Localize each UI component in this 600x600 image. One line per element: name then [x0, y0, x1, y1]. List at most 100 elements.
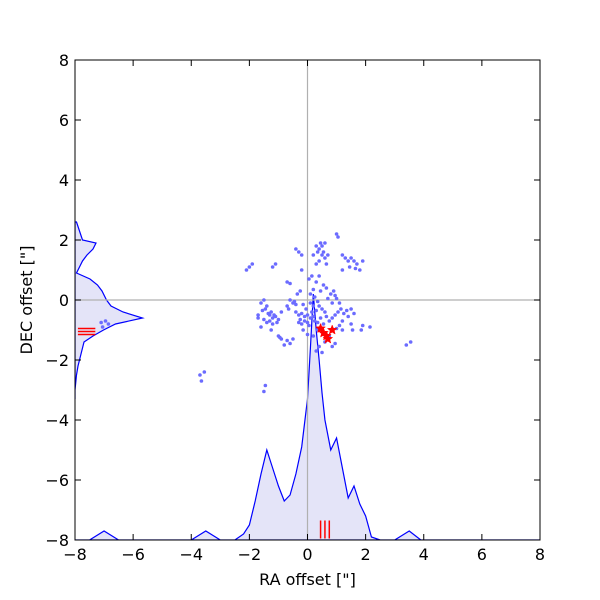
x-tick-label: 8: [535, 545, 545, 564]
data-point: [315, 320, 320, 325]
x-tick-label: 4: [419, 545, 429, 564]
data-point: [265, 320, 269, 325]
data-point: [296, 320, 301, 325]
data-point: [298, 289, 303, 293]
data-point: [347, 265, 352, 269]
data-point: [106, 322, 111, 326]
data-point: [288, 281, 292, 286]
y-tick-label: 8: [59, 51, 69, 70]
data-point: [279, 310, 284, 314]
origin-crosshair: [75, 60, 540, 540]
data-point: [247, 265, 252, 269]
y-tick-label: −6: [45, 471, 69, 490]
data-point: [100, 325, 105, 329]
x-tick-label: −2: [238, 545, 262, 564]
data-point: [302, 314, 307, 319]
data-point: [308, 301, 313, 305]
data-point: [314, 349, 319, 353]
data-point: [349, 256, 353, 260]
data-point: [314, 262, 319, 266]
x-tick-label: −8: [63, 545, 87, 564]
data-point: [355, 262, 359, 266]
data-point: [305, 313, 310, 317]
data-point: [202, 370, 207, 374]
star-point: [322, 333, 334, 344]
data-point: [296, 313, 301, 317]
data-point: [296, 250, 301, 254]
data-point: [327, 319, 332, 323]
data-point: [99, 320, 103, 325]
data-point: [326, 253, 330, 257]
data-point: [317, 259, 321, 263]
y-tick-label: −2: [45, 351, 69, 370]
data-point: [301, 302, 305, 307]
y-tick-label: −4: [45, 411, 69, 430]
data-point: [343, 256, 348, 260]
data-point: [295, 292, 300, 296]
data-point: [340, 268, 345, 272]
data-point: [299, 322, 304, 326]
data-point: [259, 301, 263, 305]
data-point: [260, 308, 265, 313]
data-point: [294, 310, 298, 314]
data-point: [368, 325, 372, 329]
x-tick-label: 0: [302, 545, 312, 564]
data-point: [312, 295, 317, 299]
data-point: [269, 328, 273, 332]
data-point: [269, 310, 273, 314]
data-point: [276, 317, 281, 322]
axis-ticks: [74, 59, 541, 541]
data-point: [318, 316, 323, 320]
data-point: [273, 262, 278, 266]
data-point: [299, 311, 304, 316]
data-point: [285, 280, 289, 284]
data-point: [352, 259, 356, 263]
data-point: [198, 373, 202, 377]
data-point: [315, 299, 320, 304]
data-point: [272, 313, 276, 317]
data-point: [349, 322, 353, 326]
data-point: [310, 274, 314, 278]
data-point: [270, 265, 275, 269]
x-tick-label: 2: [361, 545, 371, 564]
data-point: [320, 244, 324, 248]
data-point: [263, 383, 268, 388]
data-point: [320, 253, 324, 257]
data-point: [299, 268, 304, 272]
data-point: [340, 328, 345, 332]
data-point: [262, 298, 266, 302]
data-point: [304, 307, 308, 311]
data-point: [265, 304, 269, 308]
star-point: [315, 322, 326, 334]
data-point: [349, 307, 353, 311]
data-point: [294, 247, 298, 251]
data-point: [317, 274, 321, 278]
data-point: [328, 292, 333, 296]
data-point: [317, 247, 321, 251]
data-point: [344, 308, 349, 313]
data-point: [323, 310, 327, 314]
data-point: [324, 286, 329, 290]
data-point: [267, 319, 272, 323]
data-point: [330, 344, 335, 349]
data-point: [285, 338, 289, 343]
data-point: [323, 241, 327, 245]
data-point: [262, 389, 266, 394]
data-point: [359, 328, 364, 332]
data-point: [305, 332, 310, 337]
data-point: [270, 322, 275, 326]
data-point: [270, 316, 275, 320]
x-tick-labels: −8 −6 −4 −2 0 2 4 6 8: [63, 545, 545, 564]
data-point: [259, 325, 263, 329]
data-point: [256, 316, 260, 320]
data-point: [311, 253, 316, 257]
data-point: [103, 319, 108, 323]
data-point: [307, 277, 311, 281]
data-point: [352, 311, 356, 316]
data-point: [317, 344, 321, 349]
data-point: [360, 323, 365, 328]
data-point: [250, 262, 255, 266]
data-point: [408, 340, 413, 344]
data-point: [279, 337, 284, 341]
